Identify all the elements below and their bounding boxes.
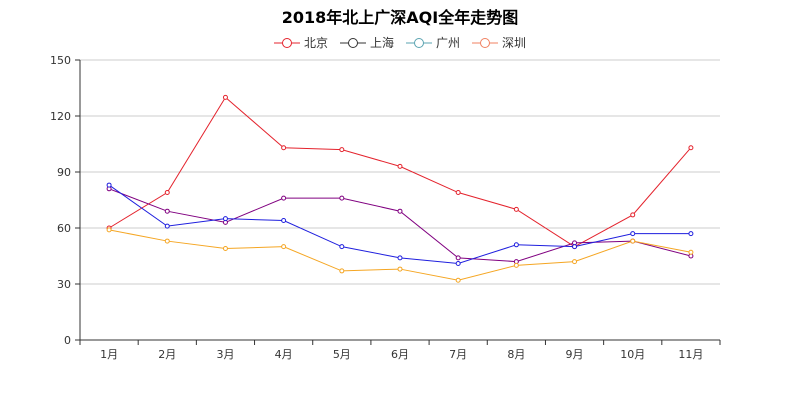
legend-item-2[interactable]: 广州 (406, 34, 460, 51)
data-point (281, 145, 287, 151)
legend-line-circle-icon (339, 37, 366, 48)
legend-label: 深圳 (502, 36, 527, 50)
data-point (164, 190, 170, 196)
legend-item-3[interactable]: 深圳 (472, 34, 526, 51)
x-tick-label: 4月 (275, 348, 293, 361)
data-point (397, 255, 403, 261)
x-tick-label: 7月 (449, 348, 467, 361)
data-point (455, 277, 461, 283)
x-tick-label: 11月 (678, 348, 703, 361)
data-point (688, 145, 694, 151)
data-point (281, 195, 287, 201)
data-point (281, 218, 287, 224)
data-point (222, 94, 228, 100)
legend-item-0[interactable]: 北京 (273, 34, 328, 51)
data-point (397, 266, 403, 272)
data-point (572, 259, 578, 265)
legend-line-circle-icon (472, 37, 499, 48)
data-point (106, 182, 112, 188)
data-point (513, 206, 519, 212)
data-point (339, 147, 345, 153)
data-point (164, 223, 170, 229)
data-point (106, 227, 112, 233)
data-point (222, 246, 228, 252)
legend-item-1[interactable]: 上海 (339, 34, 394, 51)
data-point (688, 231, 694, 237)
data-point (630, 231, 636, 237)
legend-label: 广州 (436, 36, 461, 50)
data-point (397, 208, 403, 214)
data-point (455, 255, 461, 261)
data-point (397, 163, 403, 169)
data-point (455, 260, 461, 266)
data-point (630, 238, 636, 244)
data-point (281, 244, 287, 250)
x-tick-label: 5月 (333, 348, 351, 361)
legend-line-circle-icon (273, 37, 300, 48)
series-line-1 (108, 188, 692, 263)
x-tick-label: 9月 (566, 348, 584, 361)
data-point (513, 242, 519, 248)
data-point (572, 244, 578, 250)
y-tick-label: 90 (57, 166, 71, 179)
y-tick-label: 60 (57, 222, 71, 235)
y-tick-label: 0 (64, 334, 71, 347)
x-tick-label: 3月 (216, 348, 234, 361)
x-tick-label: 2月 (158, 348, 176, 361)
legend-label: 北京 (303, 36, 328, 50)
data-point (339, 195, 345, 201)
data-point (164, 208, 170, 214)
data-point (339, 244, 345, 250)
x-tick-label: 10月 (620, 348, 645, 361)
chart-title: 2018年北上广深AQI全年走势图 (281, 8, 519, 27)
y-tick-label: 30 (57, 278, 71, 291)
data-point (164, 238, 170, 244)
data-point (222, 216, 228, 222)
x-tick-label: 8月 (507, 348, 525, 361)
data-point (339, 268, 345, 274)
series-line-3 (108, 229, 692, 281)
data-point (513, 262, 519, 268)
x-tick-label: 6月 (391, 348, 409, 361)
legend: 北京 上海 广州 深圳 (0, 34, 800, 51)
legend-line-circle-icon (406, 37, 432, 48)
y-tick-label: 120 (50, 110, 71, 123)
data-point (630, 212, 636, 218)
y-tick-label: 150 (50, 54, 71, 67)
data-point (455, 190, 461, 196)
legend-label: 上海 (369, 36, 394, 50)
data-point (688, 249, 694, 255)
x-tick-label: 1月 (100, 348, 118, 361)
